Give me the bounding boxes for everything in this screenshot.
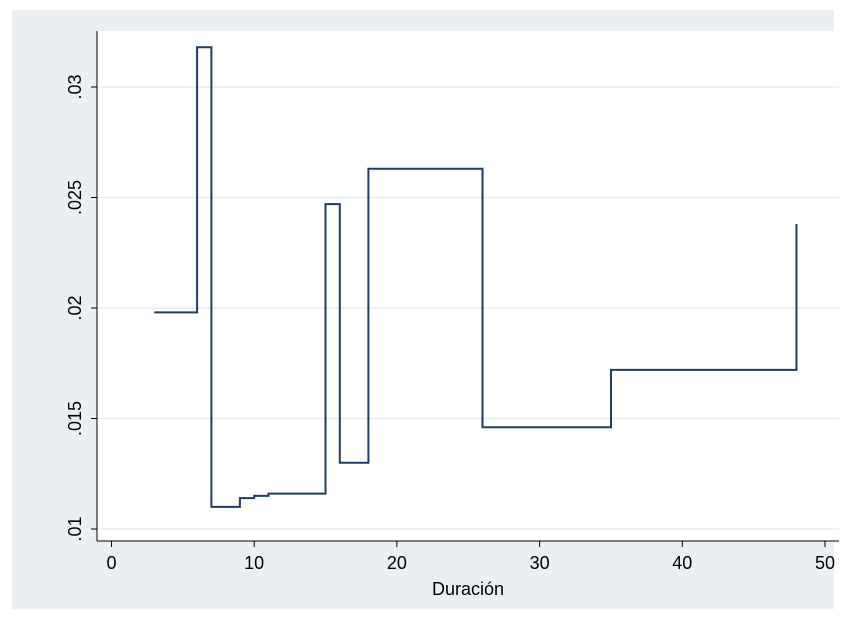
y-tick-label: .01 xyxy=(65,516,85,541)
x-tick-label: 30 xyxy=(530,553,550,573)
series-line xyxy=(154,46,798,508)
x-axis-title: Duración xyxy=(432,579,504,599)
y-tick-label: .015 xyxy=(65,401,85,436)
plot-area xyxy=(97,31,839,541)
y-tick-label: .02 xyxy=(65,295,85,320)
gridlines xyxy=(97,86,839,530)
series-layer xyxy=(154,46,798,508)
axes: .01 .015 .02 .025 .03 0 10 20 30 40 50 xyxy=(65,31,839,573)
x-tick-label: 10 xyxy=(244,553,264,573)
x-tick-label: 50 xyxy=(815,553,835,573)
x-tick-label: 40 xyxy=(672,553,692,573)
x-tick-label: 0 xyxy=(106,553,116,573)
y-tick-label: .03 xyxy=(65,74,85,99)
y-tick-label: .025 xyxy=(65,180,85,215)
x-tick-label: 20 xyxy=(387,553,407,573)
